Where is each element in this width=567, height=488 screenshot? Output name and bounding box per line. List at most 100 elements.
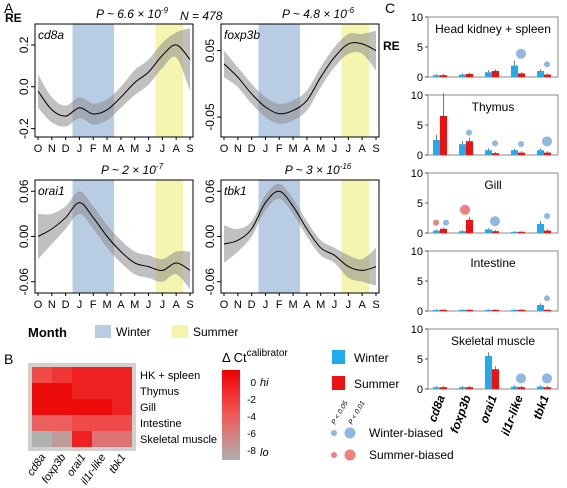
heatmap-cell bbox=[72, 383, 92, 399]
y-tick-label: 0 bbox=[417, 306, 423, 318]
panel-a-letter: A bbox=[4, 0, 14, 16]
panel-b-letter: B bbox=[4, 351, 13, 367]
trend-line bbox=[37, 44, 191, 117]
month-label: M bbox=[103, 299, 112, 311]
winter-biased-dot bbox=[544, 61, 550, 68]
heatmap-cell bbox=[92, 367, 112, 383]
month-label: S bbox=[372, 299, 379, 311]
winter-biased-label: Winter-biased bbox=[369, 426, 443, 440]
month-label: J bbox=[160, 299, 166, 311]
y-tick-label: 5 bbox=[417, 354, 423, 366]
summer-legend-label: Summer bbox=[193, 325, 238, 339]
summer-biased-dot bbox=[433, 219, 439, 226]
heatmap-cell bbox=[92, 415, 112, 431]
month-legend: Month Winter Summer bbox=[28, 325, 238, 340]
summer-swatch bbox=[172, 325, 188, 338]
summer-bar bbox=[466, 309, 473, 311]
bar-gene-label: cd8a bbox=[425, 393, 448, 424]
bar-panel-4: 0 5 10 Skeletal muscle bbox=[411, 324, 559, 396]
winter-bar bbox=[511, 231, 518, 233]
summer-bar bbox=[544, 387, 551, 389]
y-tick-label: 0 bbox=[417, 150, 423, 162]
winter-biased-dot bbox=[544, 213, 550, 219]
tissue-title: Head kidney + spleen bbox=[435, 22, 551, 36]
heatmap-cell bbox=[32, 399, 52, 415]
winter-bar bbox=[459, 231, 466, 233]
month-label: J bbox=[77, 143, 83, 155]
y-tick-label: 0.06 bbox=[203, 179, 217, 203]
p-value-label: P ~ 3 × 10-16 bbox=[285, 162, 352, 177]
month-label: A bbox=[303, 143, 311, 155]
summer-bar bbox=[544, 309, 551, 311]
heatmap-cell bbox=[52, 431, 72, 447]
month-label: J bbox=[146, 299, 152, 311]
month-label: A bbox=[173, 143, 181, 155]
summer-bar bbox=[440, 116, 447, 155]
bar-panel-2: 0 5 10 Gill bbox=[411, 168, 559, 240]
winter-biased-dot bbox=[544, 295, 550, 302]
tissue-title: Intestine bbox=[470, 256, 516, 270]
bar-panel-3: 0 5 10 Intestine bbox=[411, 246, 559, 318]
winter-bar bbox=[485, 309, 492, 311]
winter-legend-label: Winter bbox=[116, 325, 151, 339]
month-label: J bbox=[263, 143, 269, 155]
winter-biased-dot bbox=[516, 48, 526, 59]
y-tick-label: 0 bbox=[417, 228, 423, 240]
heatmap-cell bbox=[112, 383, 132, 399]
winter-bar bbox=[537, 386, 544, 389]
summer-bar bbox=[440, 75, 447, 77]
heatmap-row-label: Gill bbox=[140, 402, 156, 414]
summer-bar bbox=[492, 369, 499, 389]
winter-bar bbox=[511, 65, 518, 77]
heatmap-cell bbox=[72, 431, 92, 447]
bar-gene-label: orai1 bbox=[477, 393, 500, 425]
winter-bar bbox=[511, 386, 518, 389]
bar-gene-label: foxp3b bbox=[447, 393, 474, 435]
summer-bar bbox=[466, 74, 473, 77]
winter-bar bbox=[537, 150, 544, 155]
month-label: J bbox=[332, 143, 338, 155]
winter-bar bbox=[433, 140, 440, 155]
winter-biased-dot bbox=[542, 373, 552, 384]
panel-a-ylabel: RE bbox=[5, 11, 22, 25]
y-tick-label: -0.2 bbox=[17, 118, 31, 139]
heatmap-cell bbox=[32, 431, 52, 447]
y-tick-label: 10 bbox=[411, 324, 423, 336]
winter-bar bbox=[511, 309, 518, 311]
heatmap-cell bbox=[52, 367, 72, 383]
scale-tick-label: 0 bbox=[250, 378, 256, 389]
month-label: J bbox=[332, 299, 338, 311]
heatmap-cell bbox=[112, 367, 132, 383]
y-tick-label: 5 bbox=[417, 276, 423, 288]
summer-bar bbox=[492, 71, 499, 77]
summer-bar-legend: Summer bbox=[354, 377, 399, 391]
panel-c-letter: C bbox=[385, 0, 395, 16]
heatmap-cell bbox=[92, 399, 112, 415]
heatmap-row-label: Intestine bbox=[140, 418, 182, 430]
y-tick-label: 5 bbox=[417, 198, 423, 210]
summer-biased-large-dot bbox=[344, 449, 356, 461]
y-tick-label: 5 bbox=[417, 120, 423, 132]
gene-label: tbk1 bbox=[224, 184, 247, 198]
month-label: M bbox=[130, 143, 139, 155]
summer-bar bbox=[518, 152, 525, 155]
month-label: N bbox=[48, 143, 56, 155]
winter-bar bbox=[459, 144, 466, 155]
heatmap-cell bbox=[92, 431, 112, 447]
month-label: M bbox=[130, 299, 139, 311]
tissue-title: Skeletal muscle bbox=[451, 334, 535, 348]
month-label: O bbox=[220, 143, 229, 155]
scale-tick-label: -2 bbox=[247, 395, 256, 406]
month-legend-title: Month bbox=[28, 325, 67, 340]
heatmap-cell bbox=[32, 383, 52, 399]
month-label: M bbox=[316, 299, 325, 311]
heatmap-cell bbox=[32, 415, 52, 431]
winter-biased-dot bbox=[443, 219, 449, 226]
y-tick-label: 10 bbox=[411, 12, 423, 24]
winter-biased-large-dot bbox=[344, 427, 356, 439]
summer-bar bbox=[466, 387, 473, 389]
winter-bar bbox=[485, 150, 492, 155]
summer-bar bbox=[492, 309, 499, 311]
month-label: O bbox=[34, 143, 43, 155]
